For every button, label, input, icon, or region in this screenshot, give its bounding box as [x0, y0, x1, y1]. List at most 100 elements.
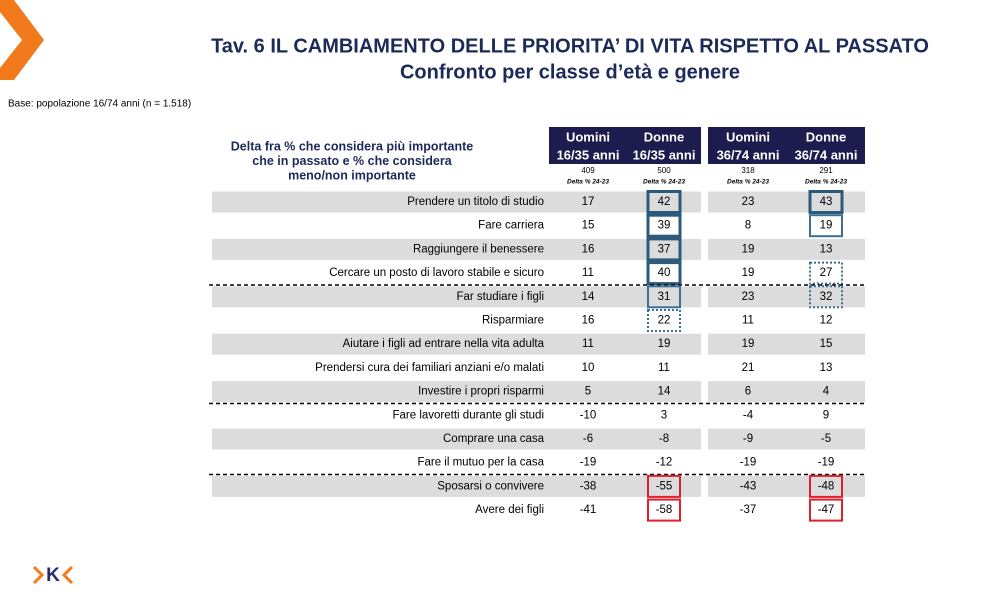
row-label: Raggiungere il benessere: [413, 243, 544, 255]
row-band: [708, 238, 865, 260]
cell-highlight: [646, 261, 682, 286]
cell-value: 5: [585, 386, 591, 398]
row-band: [708, 191, 865, 213]
cell-highlight: [809, 261, 843, 285]
cell-value: 11: [582, 338, 594, 350]
corner-label: che in passato e % che considera: [252, 154, 452, 168]
cell-value: 19: [742, 267, 755, 279]
row-label: Risparmiare: [482, 315, 544, 327]
cell-value: -9: [743, 433, 753, 445]
cell-value: -58: [656, 504, 673, 516]
cell-value: 19: [742, 338, 755, 350]
cell-highlight: [647, 474, 681, 498]
cell-value: -6: [583, 433, 593, 445]
cell-value: 31: [658, 291, 671, 303]
cell-value: 37: [658, 243, 671, 255]
cell-value: -19: [818, 457, 835, 469]
row-band: [708, 381, 865, 403]
subtitle: Confronto per classe d’età e genere: [400, 61, 740, 83]
logo-right-arrow: [61, 565, 74, 585]
cell-highlight: [647, 309, 681, 332]
corner-label: meno/non importante: [288, 168, 416, 182]
row-band: [212, 333, 701, 355]
column-n: 409: [581, 166, 595, 175]
row-label: Fare il mutuo per la casa: [417, 457, 544, 469]
corner-label: Delta fra % che considera più importante: [231, 139, 473, 153]
cell-value: -10: [580, 409, 597, 421]
cell-value: 27: [820, 267, 833, 279]
cell-value: 23: [742, 291, 755, 303]
cell-highlight: [809, 214, 843, 238]
column-n: 500: [657, 166, 671, 175]
row-band: [212, 475, 701, 497]
cell-value: 43: [820, 196, 833, 208]
cell-value: 14: [582, 291, 595, 303]
cell-value: 23: [742, 196, 755, 208]
cell-value: 19: [658, 338, 671, 350]
cell-value: -47: [818, 504, 835, 516]
row-label: Far studiare i figli: [456, 291, 544, 303]
cell-value: 42: [658, 196, 671, 208]
cell-highlight: [647, 498, 681, 522]
cell-value: 16: [582, 243, 595, 255]
cell-highlight: [646, 237, 682, 262]
cell-value: -5: [821, 433, 831, 445]
column-age: 16/35 anni: [633, 147, 696, 162]
cell-value: 17: [582, 196, 595, 208]
cell-value: -19: [580, 457, 597, 469]
cell-highlight: [647, 285, 681, 309]
logo-letter: K: [46, 565, 60, 586]
row-label: Fare carriera: [478, 220, 544, 232]
header-block: [708, 127, 865, 164]
row-band: [708, 428, 865, 450]
row-band: [212, 381, 701, 403]
cell-value: -43: [740, 480, 757, 492]
cell-value: 8: [745, 220, 751, 232]
header-block: [549, 127, 701, 164]
cell-value: 6: [745, 386, 751, 398]
cell-highlight: [808, 190, 844, 214]
cell-value: 11: [582, 267, 594, 279]
column-name: Uomini: [566, 129, 610, 144]
cell-value: 4: [823, 386, 830, 398]
column-name: Donne: [806, 129, 846, 144]
row-label: Fare lavoretti durante gli studi: [393, 409, 545, 421]
cell-value: -37: [740, 504, 757, 516]
cell-value: 15: [820, 338, 833, 350]
column-age: 16/35 anni: [557, 147, 620, 162]
row-label: Sposarsi o convivere: [437, 480, 544, 492]
column-note: Delta % 24-23: [805, 179, 847, 186]
cell-value: 19: [742, 243, 755, 255]
column-n: 318: [741, 166, 755, 175]
row-label: Aiutare i figli ad entrare nella vita ad…: [343, 338, 545, 350]
cell-highlight: [809, 474, 843, 498]
cell-value: 32: [820, 291, 833, 303]
column-age: 36/74 anni: [717, 147, 780, 162]
cell-value: -48: [818, 480, 835, 492]
cell-value: 10: [582, 362, 595, 374]
cell-value: -55: [656, 480, 673, 492]
cell-value: 39: [658, 220, 671, 232]
cell-value: -19: [740, 457, 757, 469]
cell-value: 16: [582, 315, 595, 327]
row-band: [708, 286, 865, 308]
row-band: [708, 475, 865, 497]
cell-value: 22: [658, 315, 671, 327]
cell-value: -12: [656, 457, 673, 469]
column-name: Donne: [644, 129, 684, 144]
cell-highlight: [809, 285, 843, 309]
cell-value: -41: [580, 504, 597, 516]
cell-highlight: [809, 498, 843, 522]
column-name: Uomini: [726, 129, 770, 144]
cell-value: 14: [658, 386, 671, 398]
logo-chevron: [0, 0, 44, 80]
cell-value: 40: [658, 267, 671, 279]
cell-value: -4: [743, 409, 754, 421]
row-label: Prendere un titolo di studio: [407, 196, 544, 208]
cell-value: -38: [580, 480, 597, 492]
row-band: [212, 238, 701, 260]
row-band: [212, 191, 701, 213]
row-band: [708, 333, 865, 355]
